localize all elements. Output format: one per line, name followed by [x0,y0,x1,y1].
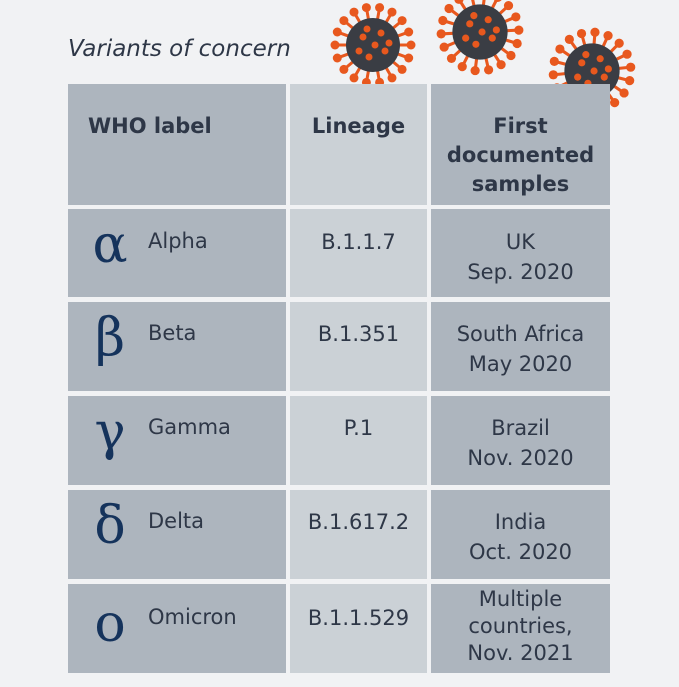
greek-letter: γ [94,402,126,462]
header-lineage: Lineage [311,114,406,138]
table-row-label-cell: δ Delta [68,490,286,579]
header-lineage-cell: Lineage [290,84,427,205]
greek-letter: ο [94,594,126,654]
lineage-value: B.1.617.2 [307,510,410,534]
table-row-samples-cell: India Oct. 2020 [431,490,610,579]
header-who-label: WHO label [88,114,212,138]
table-row-lineage-cell: B.1.617.2 [290,490,427,579]
header-first-samples-line: documented [446,143,595,167]
table-row-samples-cell: Multiple countries, Nov. 2021 [431,584,610,673]
header-first-samples-cell: First documented samples [431,84,610,205]
samples-line: South Africa [456,322,585,346]
lineage-value: P.1 [343,416,374,440]
table-row-lineage-cell: B.1.1.529 [290,584,427,673]
variant-name: Gamma [148,415,231,439]
table-row-lineage-cell: B.1.1.7 [290,209,427,297]
header-first-samples-line: First [493,114,548,138]
table-row-samples-cell: Brazil Nov. 2020 [431,396,610,485]
lineage-value: B.1.351 [317,322,400,346]
table-row-label-cell: α Alpha [68,209,286,297]
samples-line: Sep. 2020 [467,259,574,284]
table-row-label-cell: β Beta [68,302,286,391]
samples-line: UK [505,230,536,254]
samples-line: Nov. 2020 [467,445,574,470]
lineage-value: B.1.1.7 [321,230,396,254]
table-row-label-cell: ο Omicron [68,584,286,673]
variant-name: Alpha [148,229,208,253]
samples-line: countries, [468,614,573,638]
greek-letter: α [92,215,128,275]
table-row-samples-cell: UK Sep. 2020 [431,209,610,297]
variant-name: Beta [148,321,197,345]
coronavirus-icon [436,0,524,76]
greek-letter: β [94,308,126,368]
samples-line: Brazil [491,416,550,440]
samples-line: Nov. 2021 [467,641,574,665]
table-row-lineage-cell: P.1 [290,396,427,485]
samples-line: Oct. 2020 [468,539,573,564]
variant-name: Delta [148,509,205,533]
samples-line: May 2020 [468,351,573,376]
samples-line: Multiple [478,587,563,611]
header-first-samples-line: samples [471,172,570,196]
greek-letter: δ [94,496,126,556]
variant-name: Omicron [148,605,237,629]
lineage-value: B.1.1.529 [307,606,410,630]
coronavirus-icon [330,3,416,87]
page-title: Variants of concern [68,36,291,62]
samples-line: India [494,510,547,534]
header-who-label-cell: WHO label [68,84,286,205]
table-row-label-cell: γ Gamma [68,396,286,485]
table-row-lineage-cell: B.1.351 [290,302,427,391]
table-row-samples-cell: South Africa May 2020 [431,302,610,391]
